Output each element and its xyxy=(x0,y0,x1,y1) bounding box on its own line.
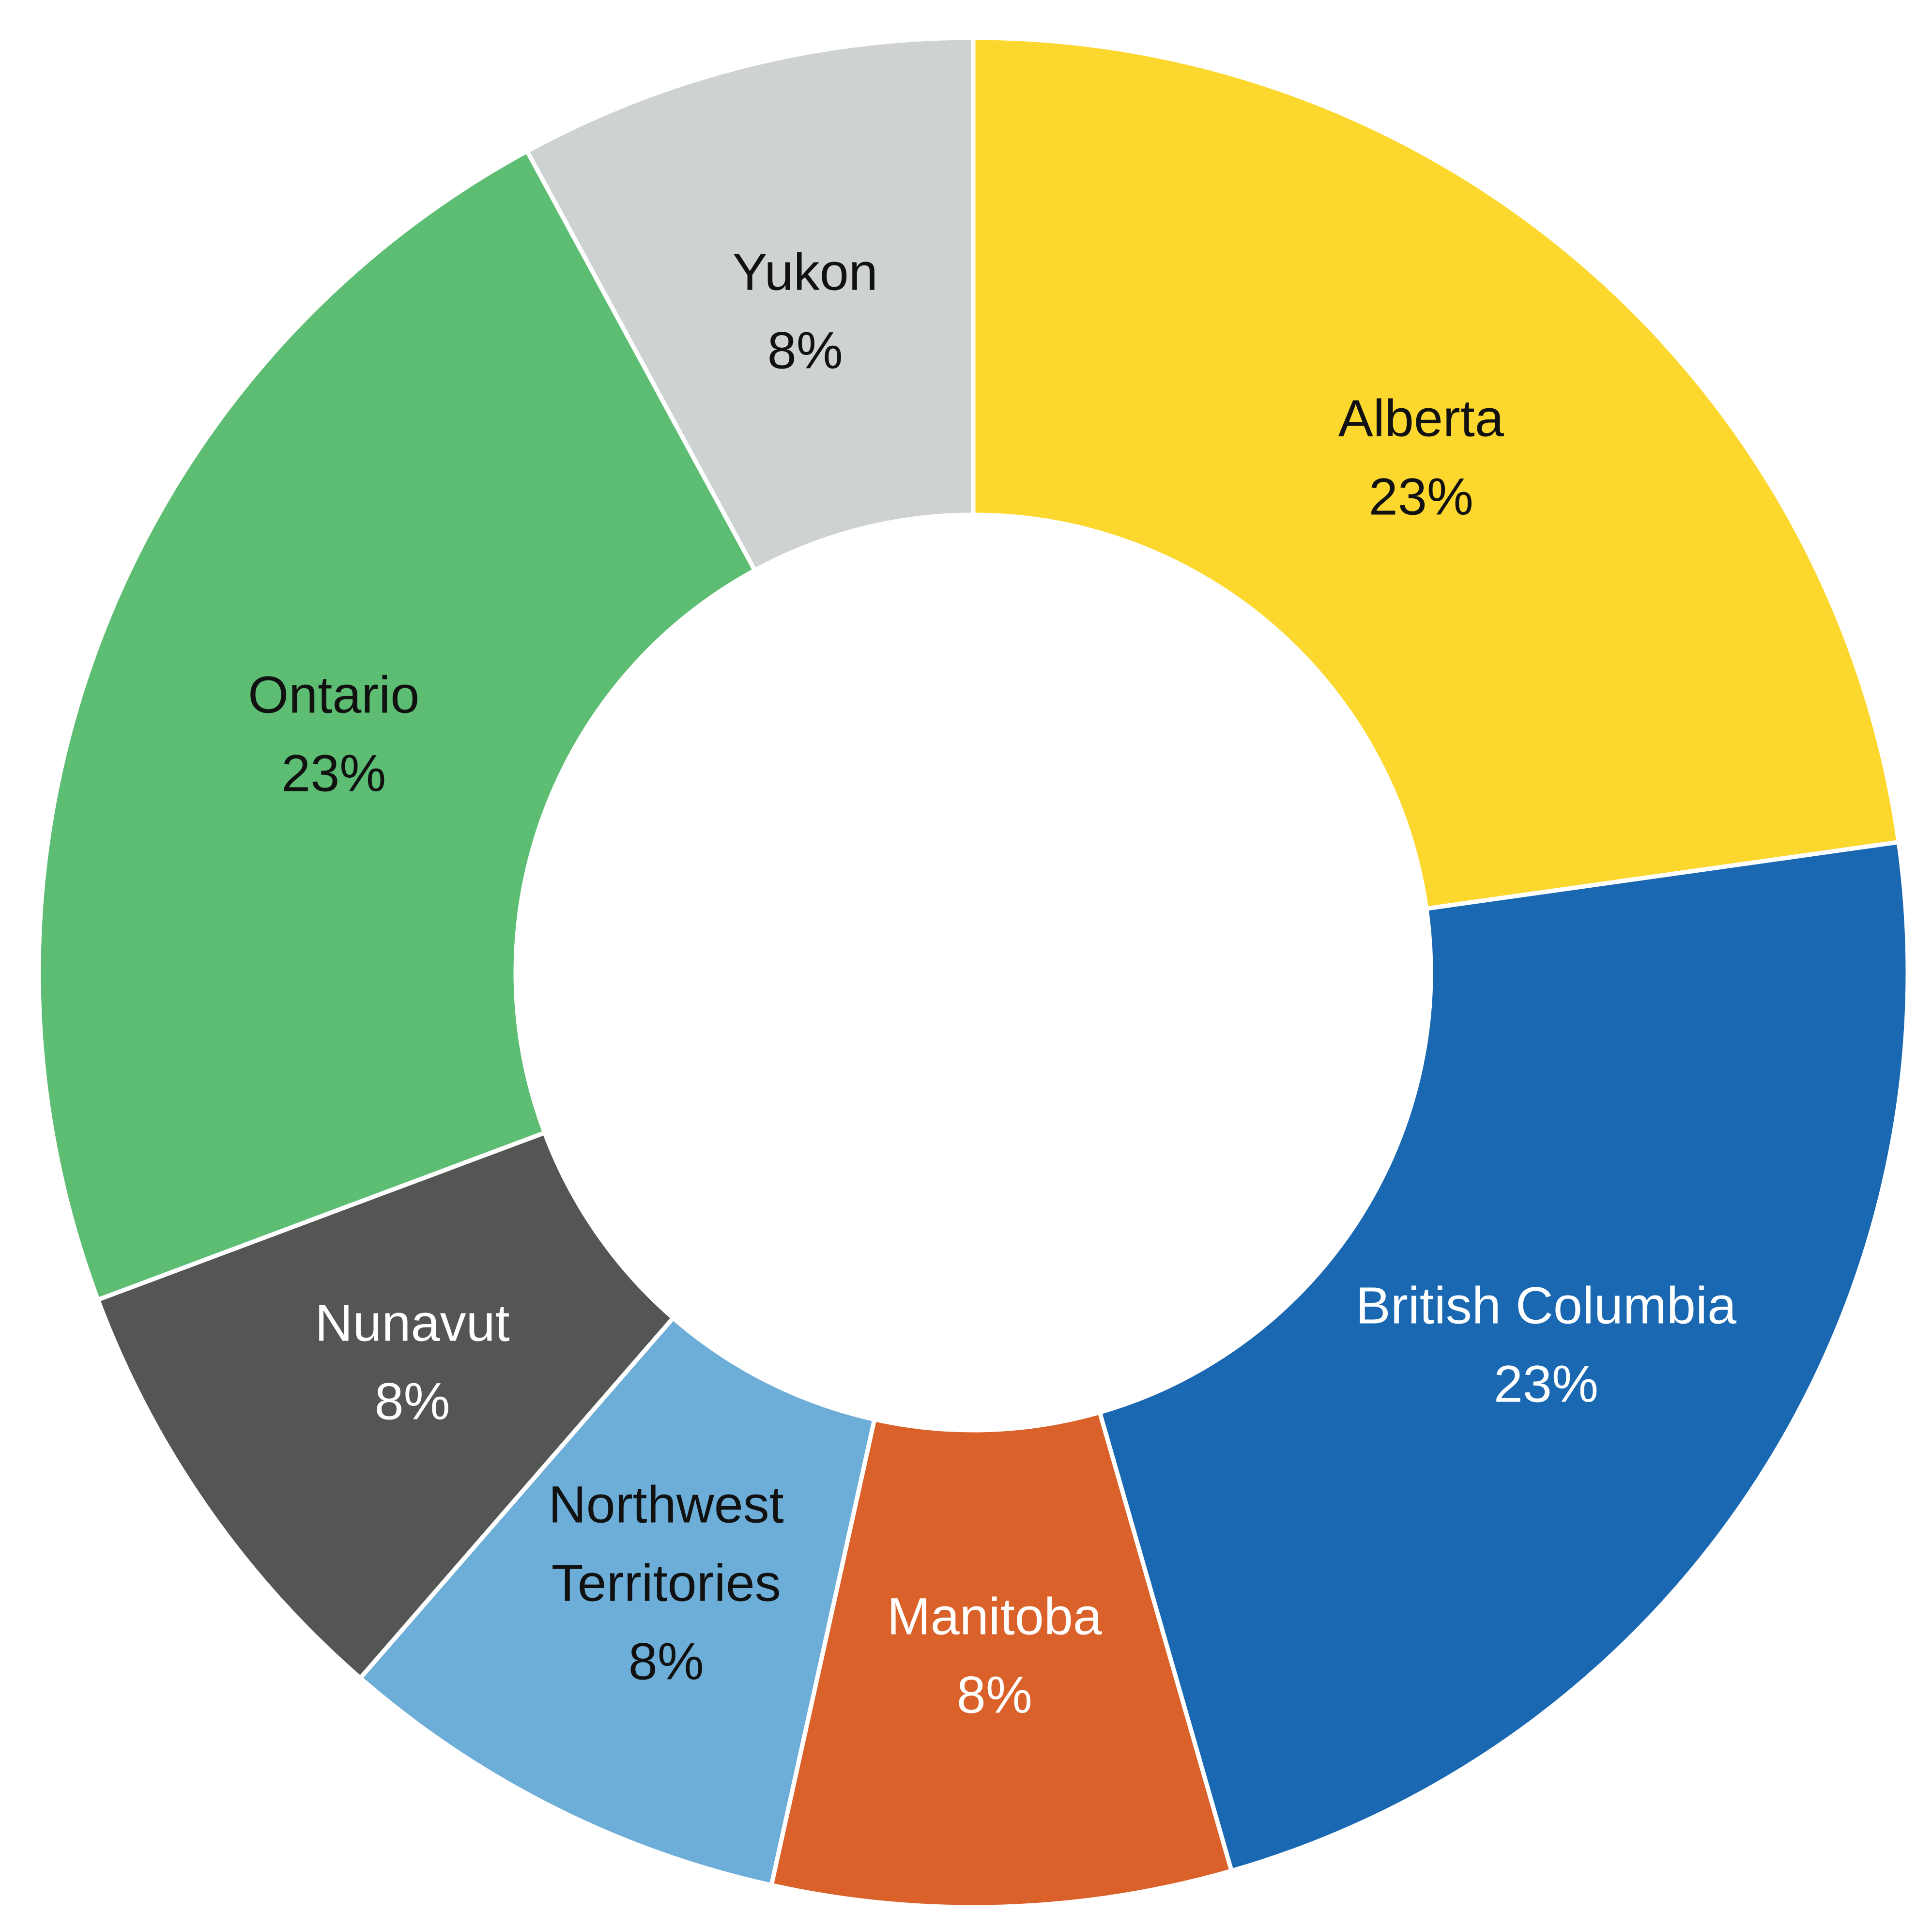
slice-northwest-territories xyxy=(357,1314,877,1888)
slice-name-ontario: Ontario xyxy=(248,665,419,724)
slice-percent-alberta: 23% xyxy=(1369,467,1473,525)
slice-name-manitoba: Manitoba xyxy=(887,1587,1103,1645)
slice-label-nunavut: Nunavut 8% xyxy=(315,1293,509,1430)
slice-label-yukon: Yukon 8% xyxy=(733,242,878,379)
slice-percent-yukon: 8% xyxy=(767,321,843,379)
slice-name-northwest-territories-2: Territories xyxy=(552,1553,781,1612)
slice-nunavut xyxy=(95,1130,676,1682)
slice-label-manitoba: Manitoba 8% xyxy=(887,1587,1103,1724)
slice-labels: Alberta 23%British Columbia 23%Manitoba 8%N… xyxy=(248,242,1737,1724)
slice-percent-northwest-territories: 8% xyxy=(629,1632,704,1690)
slice-label-alberta: Alberta 23% xyxy=(1338,388,1504,525)
slice-percent-british-columbia: 23% xyxy=(1494,1354,1598,1413)
slice-label-british-columbia: British Columbia 23% xyxy=(1356,1276,1737,1413)
slice-percent-ontario: 23% xyxy=(281,743,386,802)
slice-label-ontario: Ontario 23% xyxy=(248,665,419,802)
slice-name-northwest-territories-1: Northwest xyxy=(549,1475,784,1533)
slice-alberta xyxy=(971,35,1901,911)
slice-percent-nunavut: 8% xyxy=(374,1372,450,1430)
slice-name-yukon: Yukon xyxy=(733,242,878,301)
slice-name-nunavut: Nunavut xyxy=(315,1293,509,1352)
slice-ontario xyxy=(36,148,758,1303)
slice-british-columbia xyxy=(1097,839,1910,1874)
slice-name-alberta: Alberta xyxy=(1338,388,1504,447)
slice-name-british-columbia: British Columbia xyxy=(1356,1276,1737,1334)
slice-manitoba xyxy=(768,1409,1234,1910)
slices xyxy=(36,35,1910,1910)
slice-percent-manitoba: 8% xyxy=(957,1665,1032,1724)
slice-label-northwest-territories: Northwest Territories 8% xyxy=(549,1475,784,1690)
slice-yukon xyxy=(524,35,976,573)
